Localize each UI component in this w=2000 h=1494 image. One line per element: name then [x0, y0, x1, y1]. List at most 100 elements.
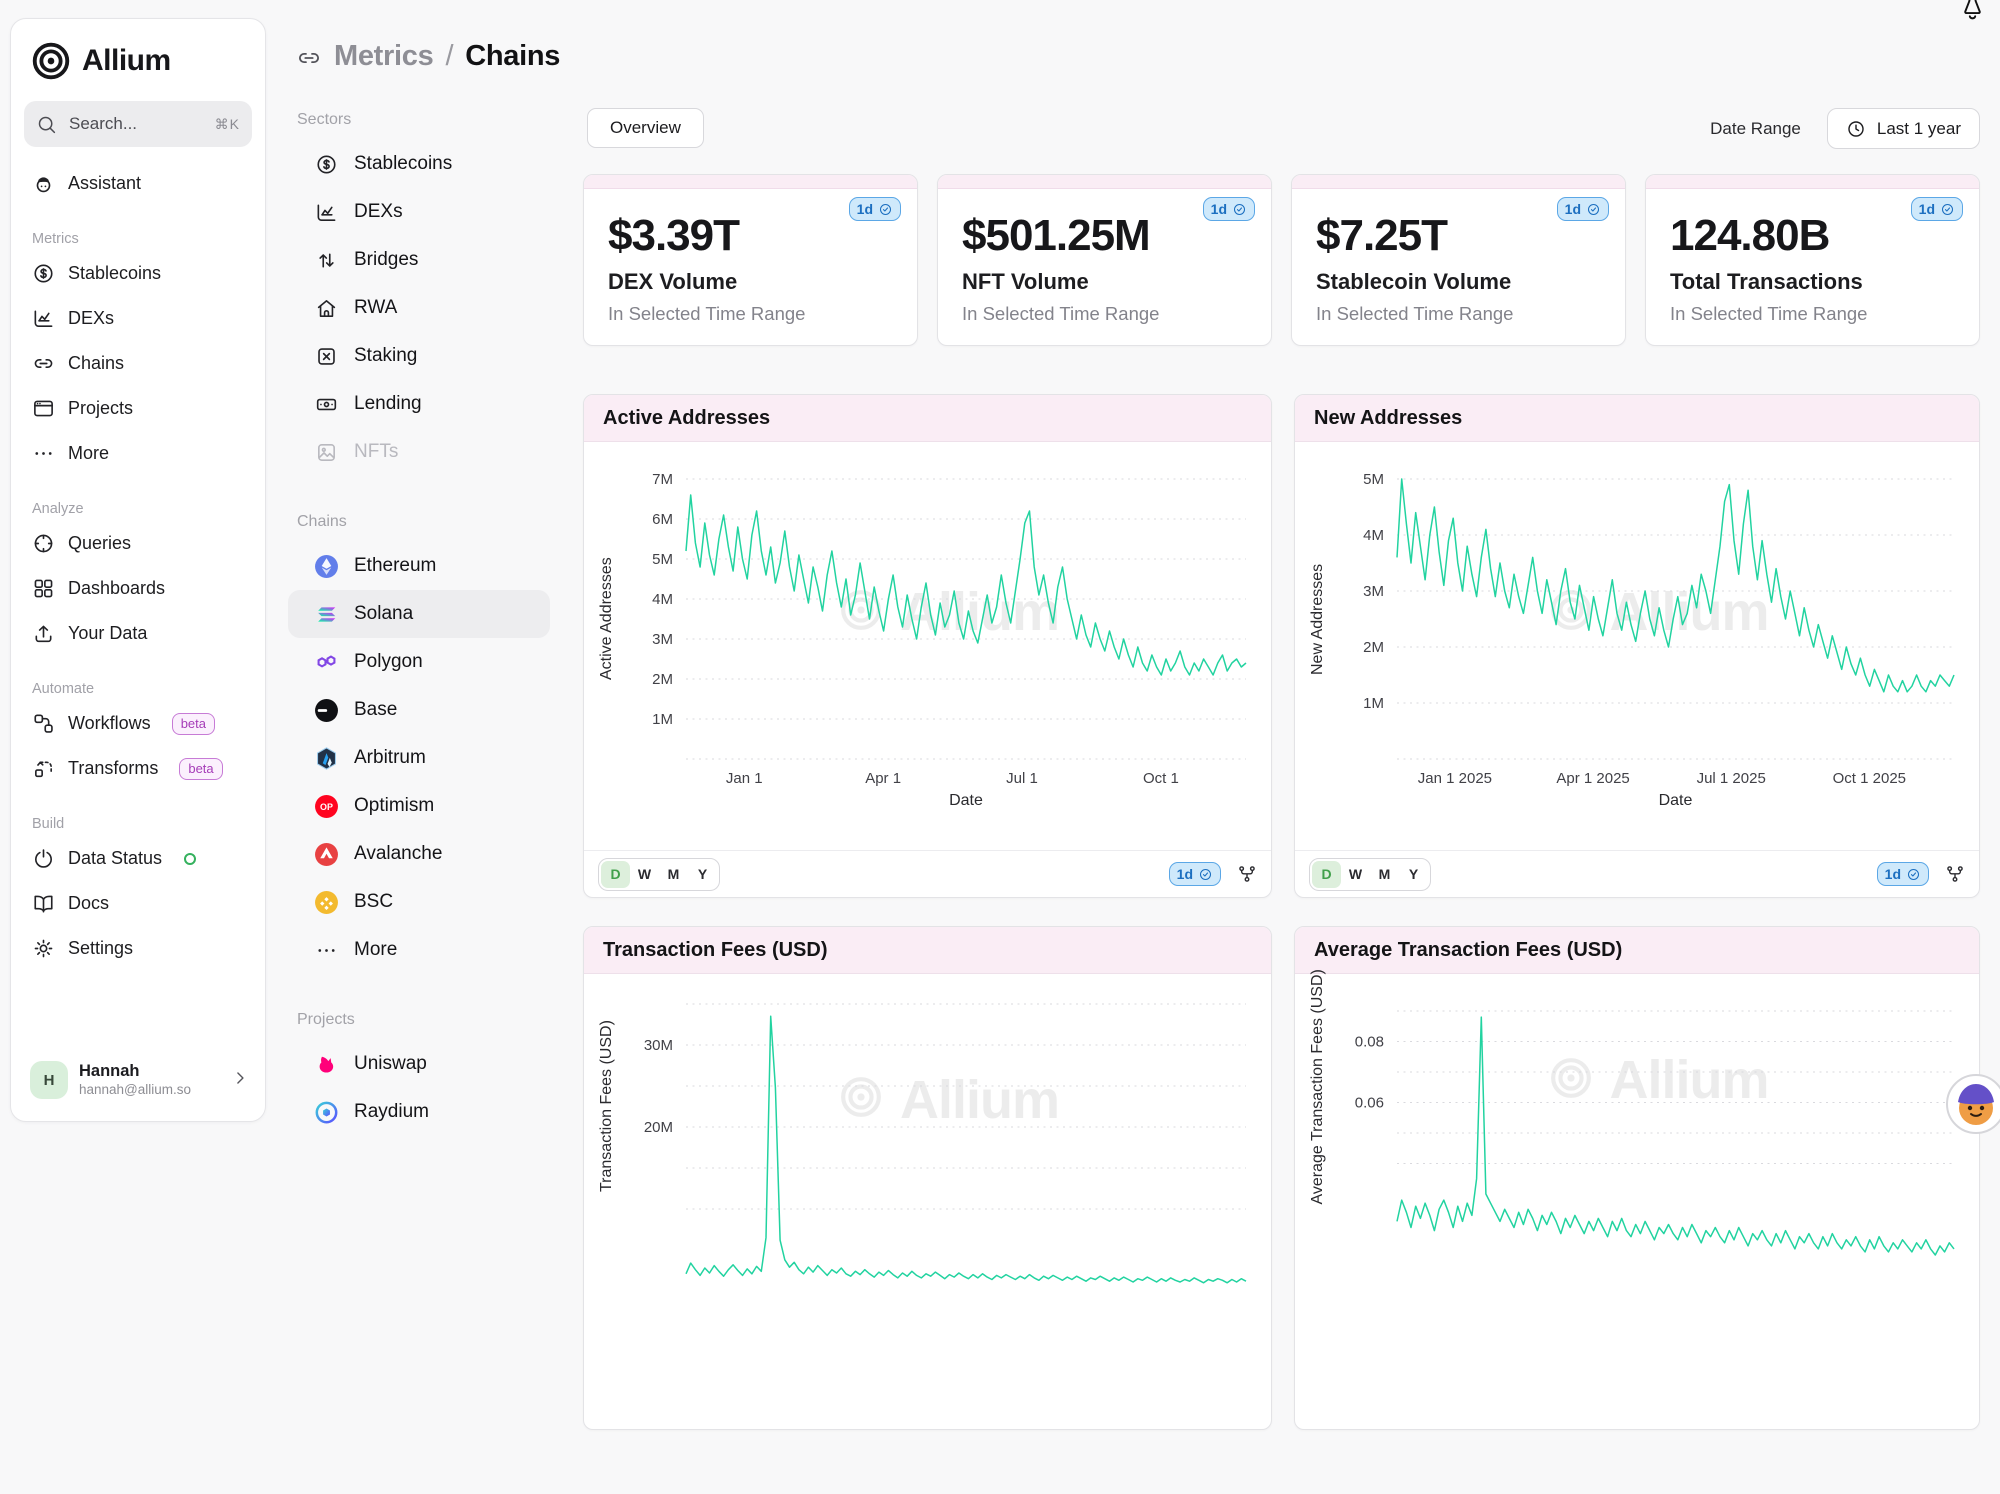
sidebar-item-label: Docs — [68, 893, 110, 913]
subnav-item-optimism[interactable]: OP Optimism — [288, 782, 550, 830]
chart-plot-area[interactable]: Average Transaction Fees (USD) Allium 0.0… — [1295, 970, 1979, 1429]
y-tick: 0.06 — [1355, 1095, 1384, 1112]
stat-card-dex-volume: 1d $3.39T DEX Volume In Selected Time Ra… — [583, 174, 918, 346]
x-axis-label: Date — [949, 792, 983, 809]
sidebar-item-label: Stablecoins — [68, 263, 162, 283]
subnav-item-rwa[interactable]: RWA — [288, 284, 550, 332]
chart-title: Average Transaction Fees (USD) — [1314, 938, 1623, 961]
breadcrumb-metrics[interactable]: Metrics — [334, 40, 434, 72]
granularity-w[interactable]: W — [1348, 866, 1363, 882]
allium-logo-icon — [30, 40, 72, 82]
subnav-item-bsc[interactable]: BSC — [288, 878, 550, 926]
subnav-item-polygon[interactable]: Polygon — [288, 638, 550, 686]
stat-label: NFT Volume — [962, 269, 1089, 294]
dollar-circle-icon — [314, 153, 339, 176]
gear-icon — [32, 937, 55, 960]
granularity-d[interactable]: D — [1312, 860, 1341, 888]
status-dot — [184, 852, 197, 865]
sidebar-item-label: Chains — [68, 353, 125, 373]
subnav-item-staking[interactable]: Staking — [288, 332, 550, 380]
interval-badge[interactable]: 1d — [1202, 197, 1255, 221]
granularity-y[interactable]: Y — [697, 866, 708, 882]
interval-badge[interactable]: 1d — [1556, 197, 1609, 221]
clock-icon — [1846, 119, 1866, 139]
sidebar-item-projects[interactable]: Projects — [24, 386, 252, 431]
date-range-button[interactable]: Last 1 year — [1826, 108, 1980, 149]
subnav-item-lending[interactable]: Lending — [288, 380, 550, 428]
search-input[interactable] — [67, 113, 205, 135]
logo[interactable]: Allium — [24, 35, 252, 85]
chevron-right-icon[interactable] — [230, 1068, 250, 1093]
chart-plot-area[interactable]: Active Addresses Allium Date 7M 6M 5M 4M 3M 2M 1… — [584, 442, 1271, 854]
mascot-widget[interactable] — [1944, 1072, 2000, 1141]
subnav-item-uniswap[interactable]: Uniswap — [288, 1040, 550, 1088]
banknote-icon — [314, 393, 339, 416]
subnav-item-label: Stablecoins — [354, 153, 453, 174]
subnav-item-raydium[interactable]: Raydium — [288, 1088, 550, 1136]
interval-badge[interactable]: 1d — [1168, 862, 1221, 886]
stat-subtitle: In Selected Time Range — [1670, 303, 1868, 324]
granularity-d[interactable]: D — [601, 860, 630, 888]
sidebar-item-settings[interactable]: Settings — [24, 926, 252, 971]
subnav-item-avalanche[interactable]: Avalanche — [288, 830, 550, 878]
sidebar-item-workflows[interactable]: Workflows beta — [24, 701, 252, 746]
chart-title-bar: Average Transaction Fees (USD) — [1295, 927, 1979, 974]
sidebar-item-transforms[interactable]: Transforms beta — [24, 746, 252, 791]
sidebar-item-label: Dashboards — [68, 578, 166, 598]
subnav-group-label: Sectors — [297, 111, 352, 128]
sidebar-item-queries[interactable]: Queries — [24, 521, 252, 566]
search-box[interactable]: ⌘K — [24, 101, 252, 147]
sidebar-item-label: Your Data — [68, 623, 148, 643]
subnav-item-solana[interactable]: Solana — [288, 590, 550, 638]
sidebar-item-chains[interactable]: Chains — [24, 341, 252, 386]
subnav-item-arbitrum[interactable]: Arbitrum — [288, 734, 550, 782]
sidebar-section-label: Metrics — [32, 231, 79, 247]
sidebar-item-label: Data Status — [68, 848, 163, 868]
sidebar-item-dexs[interactable]: DEXs — [24, 296, 252, 341]
subnav-item-label: Solana — [354, 603, 414, 624]
chart-plot-area[interactable]: Transaction Fees (USD) Allium 30M 20M — [584, 974, 1271, 1429]
interval-badge[interactable]: 1d — [1910, 197, 1963, 221]
line-chart-icon — [314, 201, 339, 224]
subnav-item-stablecoins[interactable]: Stablecoins — [288, 140, 550, 188]
y-tick: 1M — [652, 711, 673, 728]
grid-icon — [32, 577, 55, 600]
subnav-item-more[interactable]: More — [288, 926, 550, 974]
granularity-y[interactable]: Y — [1408, 866, 1419, 882]
sidebar-item-data-status[interactable]: Data Status — [24, 836, 252, 881]
sidebar-item-dashboards[interactable]: Dashboards — [24, 566, 252, 611]
subnav-item-nfts[interactable]: NFTs — [288, 428, 550, 476]
git-fork-icon[interactable] — [1945, 864, 1965, 884]
interval-badge[interactable]: 1d — [848, 197, 901, 221]
sidebar-item-stablecoins[interactable]: Stablecoins — [24, 251, 252, 296]
sidebar-item-docs[interactable]: Docs — [24, 881, 252, 926]
subnav-item-ethereum[interactable]: Ethereum — [288, 542, 550, 590]
bell-icon[interactable] — [1959, 0, 1986, 29]
active-addresses-svg: 7M 6M 5M 4M 3M 2M 1M Jan 1 Apr 1 Jul 1 Oct 1 — [652, 471, 1247, 787]
chart-plot-area[interactable]: New Addresses Allium Date 5M 4M 3M 2M 1M Jan 1 … — [1295, 442, 1979, 854]
sidebar-item-assistant[interactable]: Assistant — [24, 161, 252, 206]
tab-overview[interactable]: Overview — [587, 108, 704, 148]
subnav-item-bridges[interactable]: Bridges — [288, 236, 550, 284]
line-chart-icon — [32, 307, 55, 330]
ellipsis-icon — [314, 939, 339, 962]
breadcrumb: Metrics / Chains — [296, 40, 560, 73]
git-fork-icon[interactable] — [1237, 864, 1257, 884]
interval-badge-label: 1d — [1176, 866, 1193, 882]
subnav-item-base[interactable]: Base — [288, 686, 550, 734]
y-tick: 20M — [644, 1119, 673, 1136]
date-range-value: Last 1 year — [1876, 118, 1961, 138]
sidebar-item-label: More — [68, 443, 110, 463]
sidebar-item-your-data[interactable]: Your Data — [24, 611, 252, 656]
granularity-w[interactable]: W — [637, 866, 652, 882]
sidebar-item-more[interactable]: More — [24, 431, 252, 476]
interval-badge[interactable]: 1d — [1876, 862, 1929, 886]
user-row[interactable]: H Hannah hannah@allium.so — [24, 1055, 256, 1105]
sidebar-item-label: Projects — [68, 398, 134, 418]
granularity-m[interactable]: M — [667, 866, 680, 882]
x-square-icon — [314, 345, 339, 368]
granularity-m[interactable]: M — [1378, 866, 1391, 882]
check-badge-icon — [1198, 867, 1213, 882]
subnav-item-dexs[interactable]: DEXs — [288, 188, 550, 236]
